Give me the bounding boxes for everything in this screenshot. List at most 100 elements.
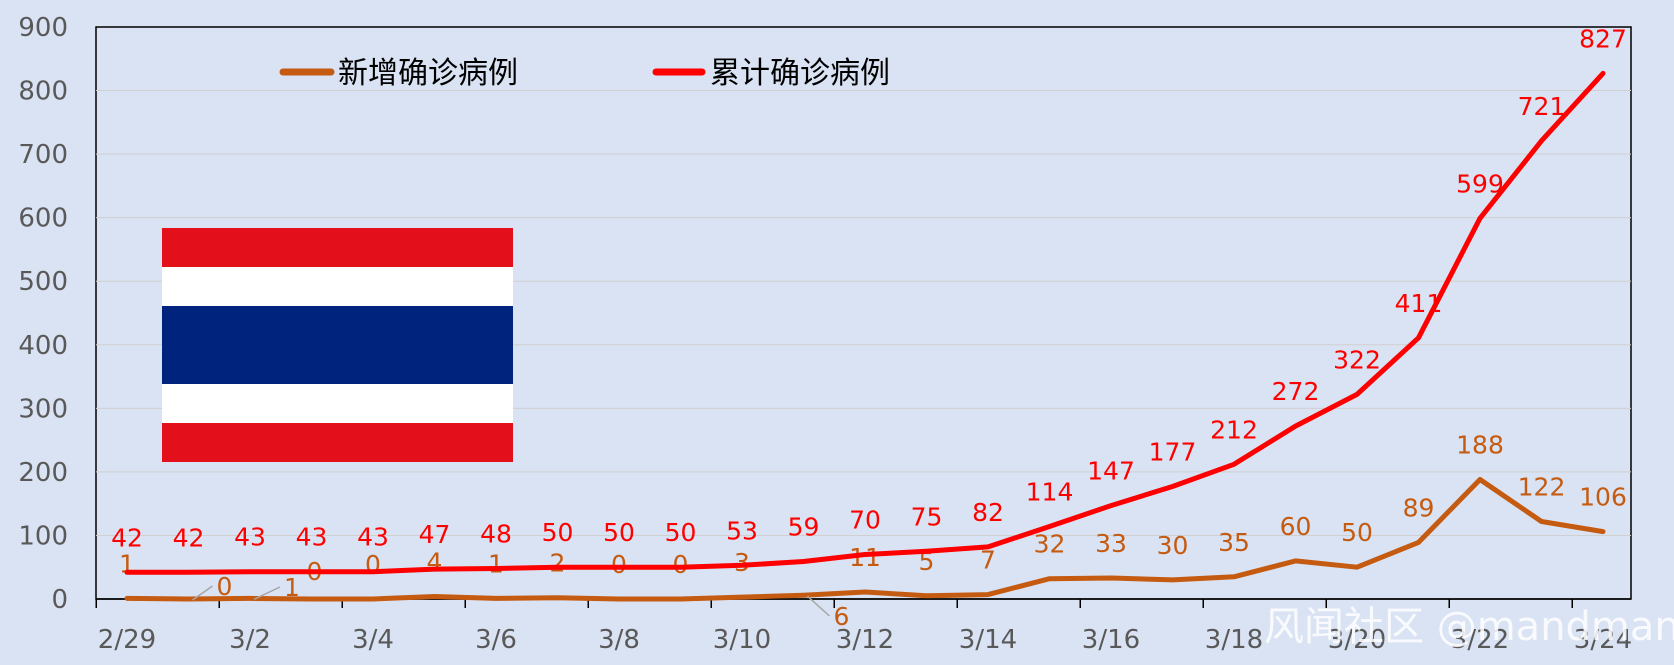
data-point — [1294, 424, 1297, 428]
data-point — [863, 590, 867, 594]
legend: 新增确诊病例 累计确诊病例 — [279, 56, 890, 91]
data-point — [679, 565, 682, 569]
data-label: 6 — [834, 602, 850, 631]
x-tick-label: 3/16 — [1082, 625, 1140, 655]
data-point — [617, 565, 621, 569]
data-label: 322 — [1333, 345, 1381, 374]
data-label: 721 — [1518, 92, 1566, 121]
data-point — [187, 570, 190, 574]
data-label: 147 — [1087, 457, 1135, 486]
data-label: 177 — [1149, 438, 1197, 467]
data-point — [187, 597, 190, 601]
data-point — [1232, 575, 1236, 579]
data-point — [248, 570, 252, 574]
data-label: 53 — [726, 516, 758, 545]
data-point — [1540, 139, 1543, 143]
x-tick-label: 3/4 — [352, 625, 394, 655]
data-point — [1232, 462, 1236, 466]
data-label: 0 — [673, 550, 689, 579]
data-point — [1048, 577, 1051, 581]
data-label: 82 — [972, 498, 1004, 527]
data-point — [1478, 478, 1482, 482]
data-label: 35 — [1218, 528, 1250, 557]
data-label: 43 — [357, 523, 389, 552]
data-label: 42 — [173, 523, 205, 552]
data-label: 411 — [1395, 289, 1443, 318]
data-label: 30 — [1157, 531, 1189, 560]
data-label: 33 — [1095, 529, 1127, 558]
data-point — [125, 596, 129, 600]
data-label: 59 — [788, 513, 820, 542]
x-tick-label: 3/20 — [1328, 625, 1386, 655]
data-point — [1171, 578, 1174, 582]
data-label: 122 — [1518, 472, 1566, 501]
data-label: 827 — [1579, 24, 1627, 53]
data-point — [986, 545, 990, 549]
x-tick-label: 3/2 — [229, 625, 271, 655]
data-point — [371, 570, 375, 574]
legend-label-new: 新增确诊病例 — [338, 56, 518, 91]
data-label: 89 — [1403, 493, 1435, 522]
label-leader-line — [192, 585, 213, 601]
series-total-cases: 42 42 43 43 43 47 48 50 50 50 53 59 70 75 821141471772… — [111, 24, 1627, 575]
data-point — [1417, 540, 1420, 544]
data-label: 60 — [1280, 512, 1312, 541]
x-tick-label: 3/10 — [713, 625, 771, 655]
y-axis: 0 100 200 300 400 500 600 700 800 900 — [18, 13, 68, 615]
data-point — [925, 594, 928, 598]
data-point — [494, 596, 498, 600]
data-label: 212 — [1210, 415, 1258, 444]
data-point — [371, 597, 375, 601]
y-tick-label: 500 — [18, 267, 68, 297]
data-label: 50 — [665, 518, 697, 547]
x-tick-label: 3/24 — [1574, 625, 1632, 655]
data-label: 188 — [1456, 431, 1504, 460]
flag-stripe-white-top — [162, 267, 513, 306]
x-tick-label: 3/12 — [836, 625, 894, 655]
data-point — [740, 563, 744, 567]
y-tick-label: 800 — [18, 77, 68, 107]
data-point — [433, 567, 436, 571]
watermark: 风闻社区 @mandman — [1264, 604, 1674, 650]
data-label: 47 — [419, 520, 451, 549]
x-tick-label: 2/29 — [98, 625, 156, 655]
data-label: 50 — [1341, 518, 1373, 547]
data-point — [1601, 530, 1605, 534]
data-point — [248, 596, 252, 600]
data-point — [556, 596, 559, 600]
flag-stripe-white-bottom — [162, 384, 513, 423]
data-label: 3 — [734, 548, 750, 577]
data-point — [863, 553, 867, 557]
data-point — [556, 565, 559, 569]
data-label: 1 — [488, 549, 504, 578]
flag-stripe-red-top — [162, 228, 513, 267]
data-point — [494, 566, 498, 570]
y-tick-label: 600 — [18, 204, 68, 234]
data-point — [310, 570, 313, 574]
data-label: 70 — [849, 506, 881, 535]
data-point — [310, 597, 313, 601]
flag-stripe-red-bottom — [162, 423, 513, 462]
data-label: 1 — [284, 573, 300, 602]
data-label: 0 — [611, 550, 627, 579]
data-label: 48 — [480, 519, 512, 548]
data-point — [125, 570, 129, 574]
x-tick-label: 3/18 — [1205, 625, 1263, 655]
y-tick-label: 300 — [18, 394, 68, 424]
data-point — [1478, 216, 1482, 220]
y-tick-label: 0 — [51, 585, 68, 615]
y-tick-label: 700 — [18, 140, 68, 170]
data-point — [1355, 392, 1359, 396]
data-point — [1109, 504, 1113, 508]
data-point — [802, 593, 805, 597]
data-label: 272 — [1272, 377, 1320, 406]
data-label: 599 — [1456, 169, 1504, 198]
y-tick-label: 200 — [18, 458, 68, 488]
data-point — [1048, 525, 1051, 529]
data-point — [1540, 519, 1543, 523]
data-label: 0 — [217, 572, 233, 601]
data-label: 5 — [919, 547, 935, 576]
data-label: 114 — [1026, 478, 1074, 507]
data-point — [986, 593, 990, 597]
